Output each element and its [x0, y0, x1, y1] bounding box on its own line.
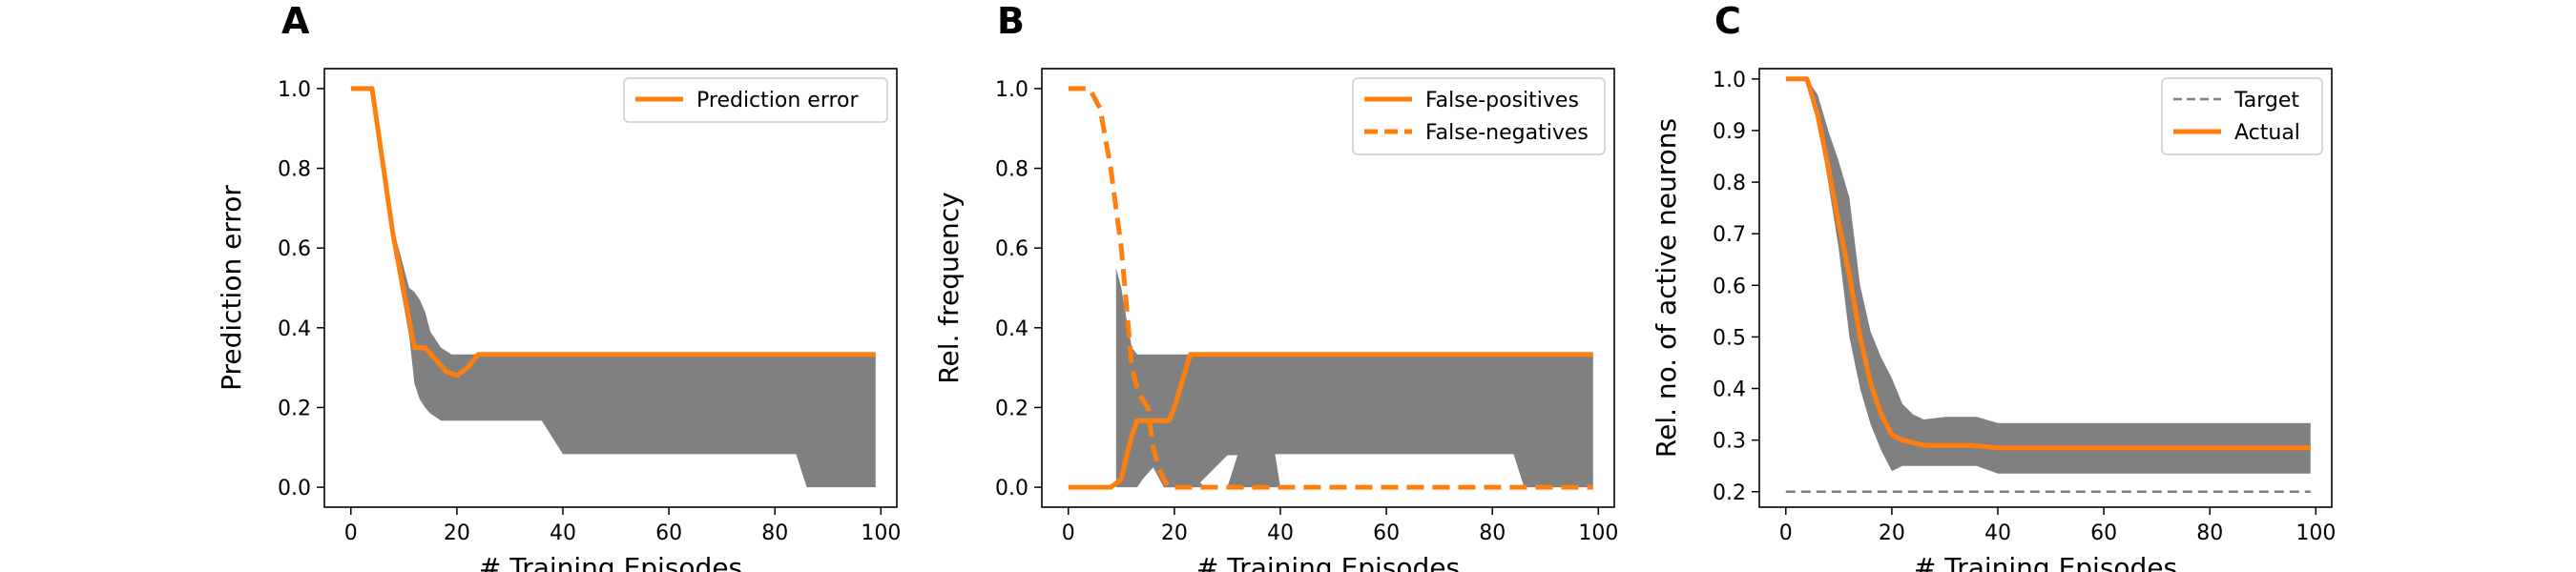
- x-tick-label: 40: [1984, 521, 2011, 545]
- x-tick-label: 0: [344, 521, 358, 545]
- legend-box: [1352, 77, 1606, 155]
- x-axis-label: # Training Episodes: [1196, 552, 1460, 572]
- plot-frame: [1758, 68, 2333, 508]
- y-tick-label: 0.2: [1713, 481, 1746, 505]
- legend: Prediction error: [623, 77, 888, 123]
- legend-box: [623, 77, 888, 123]
- x-tick-label: 0: [1779, 521, 1793, 545]
- y-tick-label: 0.2: [995, 397, 1028, 420]
- series-line-false-positives: [1068, 352, 1593, 490]
- y-tick-label: 0.4: [1713, 378, 1746, 402]
- y-axis-label: Rel. frequency: [933, 192, 965, 383]
- y-tick-label: 0.8: [995, 158, 1028, 182]
- x-tick-label: 100: [1578, 521, 1618, 545]
- panel-a: A 0 20 40 60 80 100 0.0 0.2 0.4 0.6 0.8 1.0 # Traini…: [216, 0, 901, 572]
- legend-label: False-positives: [1425, 89, 1579, 112]
- x-tick-label: 0: [1062, 521, 1075, 545]
- x-tick-label: 20: [1161, 521, 1188, 545]
- y-tick-label: 0.7: [1713, 223, 1746, 247]
- y-tick-label: 0.3: [1713, 430, 1746, 454]
- y-tick-label: 0.6: [995, 237, 1028, 261]
- x-tick-label: 60: [655, 521, 682, 545]
- y-tick-label: 0.9: [1713, 120, 1746, 144]
- shaded-band: [1785, 78, 2311, 474]
- panel-letter: A: [281, 0, 310, 42]
- x-axis-label: # Training Episodes: [1914, 552, 2177, 572]
- x-tick-label: 20: [1879, 521, 1905, 545]
- shaded-band: [350, 88, 876, 488]
- y-tick-label: 0.0: [995, 477, 1028, 500]
- panel-letter: C: [1714, 0, 1741, 42]
- y-tick-label: 1.0: [995, 78, 1028, 102]
- legend-box: [2161, 77, 2323, 155]
- x-tick-label: 40: [1267, 521, 1294, 545]
- y-tick-label: 0.2: [278, 397, 311, 420]
- series-line-false-negatives: [1068, 86, 1593, 490]
- y-tick-label: 0.8: [1713, 172, 1746, 195]
- legend: Target Actual: [2161, 77, 2323, 155]
- x-tick-label: 80: [2196, 521, 2223, 545]
- legend-label: Prediction error: [696, 89, 859, 112]
- y-tick-label: 1.0: [278, 78, 311, 102]
- y-axis-label: Prediction error: [216, 185, 247, 391]
- x-tick-label: 60: [2090, 521, 2117, 545]
- panel-c: C 0 20 40 60 80 100 0.2 0.3 0.4 0.5 0.6 0.7 0.8 0.9 1.…: [1651, 0, 2336, 572]
- y-tick-label: 0.0: [278, 477, 311, 500]
- legend-label: Actual: [2234, 121, 2300, 145]
- plot-frame: [323, 68, 898, 508]
- x-tick-label: 20: [444, 521, 470, 545]
- y-tick-label: 0.4: [278, 317, 311, 341]
- y-axis-label: Rel. no. of active neurons: [1651, 118, 1682, 458]
- legend-label: Target: [2233, 89, 2299, 112]
- y-tick-label: 0.6: [1713, 275, 1746, 298]
- y-tick-label: 1.0: [1713, 69, 1746, 92]
- panel-letter: B: [997, 0, 1025, 42]
- y-tick-label: 0.5: [1713, 326, 1746, 350]
- shaded-band: [1163, 420, 1280, 488]
- x-tick-label: 60: [1373, 521, 1400, 545]
- x-tick-label: 100: [861, 521, 901, 545]
- y-tick-label: 0.4: [995, 317, 1028, 341]
- x-axis-label: # Training Episodes: [479, 552, 742, 572]
- y-tick-label: 0.8: [278, 158, 311, 182]
- x-tick-label: 100: [2296, 521, 2336, 545]
- shaded-band: [1115, 268, 1593, 488]
- legend-label: False-negatives: [1425, 121, 1589, 145]
- series-line-prediction-error: [350, 86, 876, 378]
- series-line-actual: [1785, 76, 2311, 451]
- panel-b: B 0 20 40 60 80 100 0.0 0.2 0.4 0.6 0.8 1.0 # Traini…: [933, 0, 1618, 572]
- x-tick-label: 80: [1479, 521, 1506, 545]
- x-tick-label: 40: [550, 521, 576, 545]
- y-tick-label: 0.6: [278, 237, 311, 261]
- legend: False-positives False-negatives: [1352, 77, 1606, 155]
- plot-frame: [1041, 68, 1615, 508]
- x-tick-label: 80: [761, 521, 788, 545]
